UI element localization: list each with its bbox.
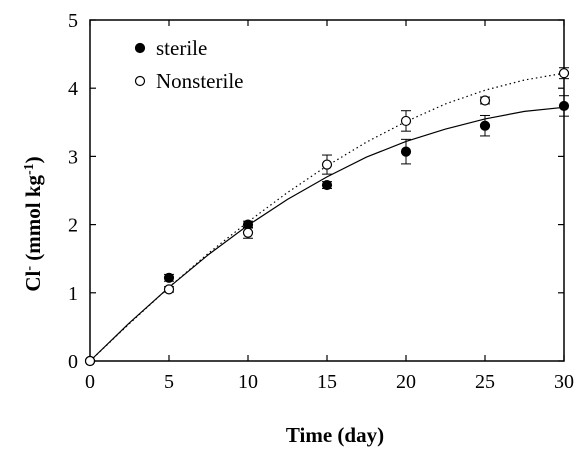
x-axis-title: Time (day) [286, 423, 384, 447]
y-axis-title-base: Cl [21, 271, 45, 292]
point-nonsterile [321, 159, 333, 170]
tick-labels: 0 5 10 15 20 25 30 0 1 2 3 4 5 [68, 10, 574, 393]
x-tick-label: 20 [396, 371, 416, 393]
axes [89, 19, 565, 362]
y-axis-title-close: ) [21, 156, 45, 163]
point-nonsterile [163, 284, 175, 295]
point-nonsterile [242, 227, 254, 238]
fit-line-sterile [89, 106, 565, 362]
point-nonsterile [558, 68, 570, 79]
legend: sterile Nonsterile [134, 36, 243, 93]
y-tick-label: 0 [68, 351, 78, 373]
y-axis-title: Cl- (mmol kg-1) [21, 156, 45, 291]
data-points [84, 67, 570, 367]
x-tick-label: 25 [475, 371, 495, 393]
point-nonsterile [84, 355, 96, 367]
legend-label-sterile: sterile [156, 36, 207, 60]
y-tick-label: 3 [68, 146, 78, 168]
fit-lines [89, 72, 565, 362]
point-sterile [479, 120, 491, 131]
point-sterile [321, 179, 333, 191]
legend-label-nonsterile: Nonsterile [156, 69, 243, 93]
x-tick-label: 15 [317, 371, 337, 393]
y-tick-label: 5 [68, 10, 78, 32]
y-tick-label: 4 [68, 78, 78, 100]
fit-line-nonsterile [89, 72, 565, 362]
x-tick-label: 5 [164, 371, 174, 393]
y-tick-label: 2 [68, 215, 78, 237]
x-tick-label: 10 [238, 371, 258, 393]
legend-marker-sterile [134, 42, 146, 54]
y-tick-label: 1 [68, 283, 78, 305]
y-axis-title-rest-sup: -1 [22, 163, 37, 175]
y-axis-title-rest: (mmol kg [21, 175, 45, 266]
point-sterile [400, 146, 412, 157]
x-tick-label: 30 [554, 371, 574, 393]
x-tick-label: 0 [85, 371, 95, 393]
point-nonsterile [479, 95, 491, 106]
point-sterile [163, 272, 175, 283]
y-axis-title-base-sup: - [22, 266, 37, 271]
point-sterile [558, 100, 570, 112]
legend-marker-nonsterile [134, 75, 146, 87]
point-nonsterile [400, 115, 412, 127]
